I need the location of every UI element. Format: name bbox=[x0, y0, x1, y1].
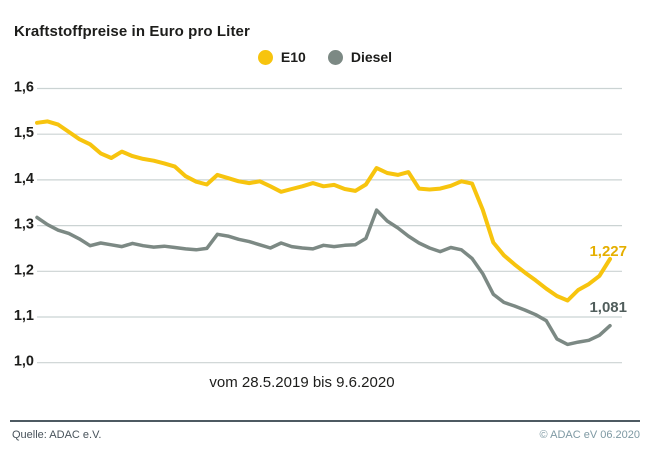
footer-copyright: © ADAC eV 06.2020 bbox=[539, 429, 640, 441]
e10-dot-icon bbox=[257, 49, 273, 65]
footer-divider bbox=[10, 420, 640, 422]
y-tick-label: 1,3 bbox=[14, 217, 34, 233]
footer-source: Quelle: ADAC e.V. bbox=[12, 429, 102, 441]
y-tick-label: 1,1 bbox=[14, 308, 34, 324]
diesel-dot-icon bbox=[327, 49, 343, 65]
legend-label-diesel: Diesel bbox=[350, 49, 393, 65]
x-axis-caption: vom 28.5.2019 bis 9.6.2020 bbox=[209, 374, 395, 391]
legend-item-e10: E10 bbox=[257, 49, 306, 65]
legend-item-diesel: Diesel bbox=[327, 49, 393, 65]
y-tick-label: 1,0 bbox=[14, 354, 34, 370]
e10-line bbox=[35, 119, 612, 303]
page-title: Kraftstoffpreise in Euro pro Liter bbox=[14, 23, 250, 40]
legend: E10 Diesel bbox=[0, 49, 650, 65]
e10-value-label: 1,227 bbox=[589, 243, 627, 260]
y-tick-label: 1,5 bbox=[14, 125, 34, 141]
diesel-value-label: 1,081 bbox=[589, 299, 627, 316]
legend-label-e10: E10 bbox=[280, 49, 306, 65]
y-tick-label: 1,4 bbox=[14, 171, 34, 187]
y-tick-label: 1,2 bbox=[14, 262, 34, 278]
y-tick-label: 1,6 bbox=[14, 80, 34, 96]
diesel-line bbox=[35, 208, 612, 347]
